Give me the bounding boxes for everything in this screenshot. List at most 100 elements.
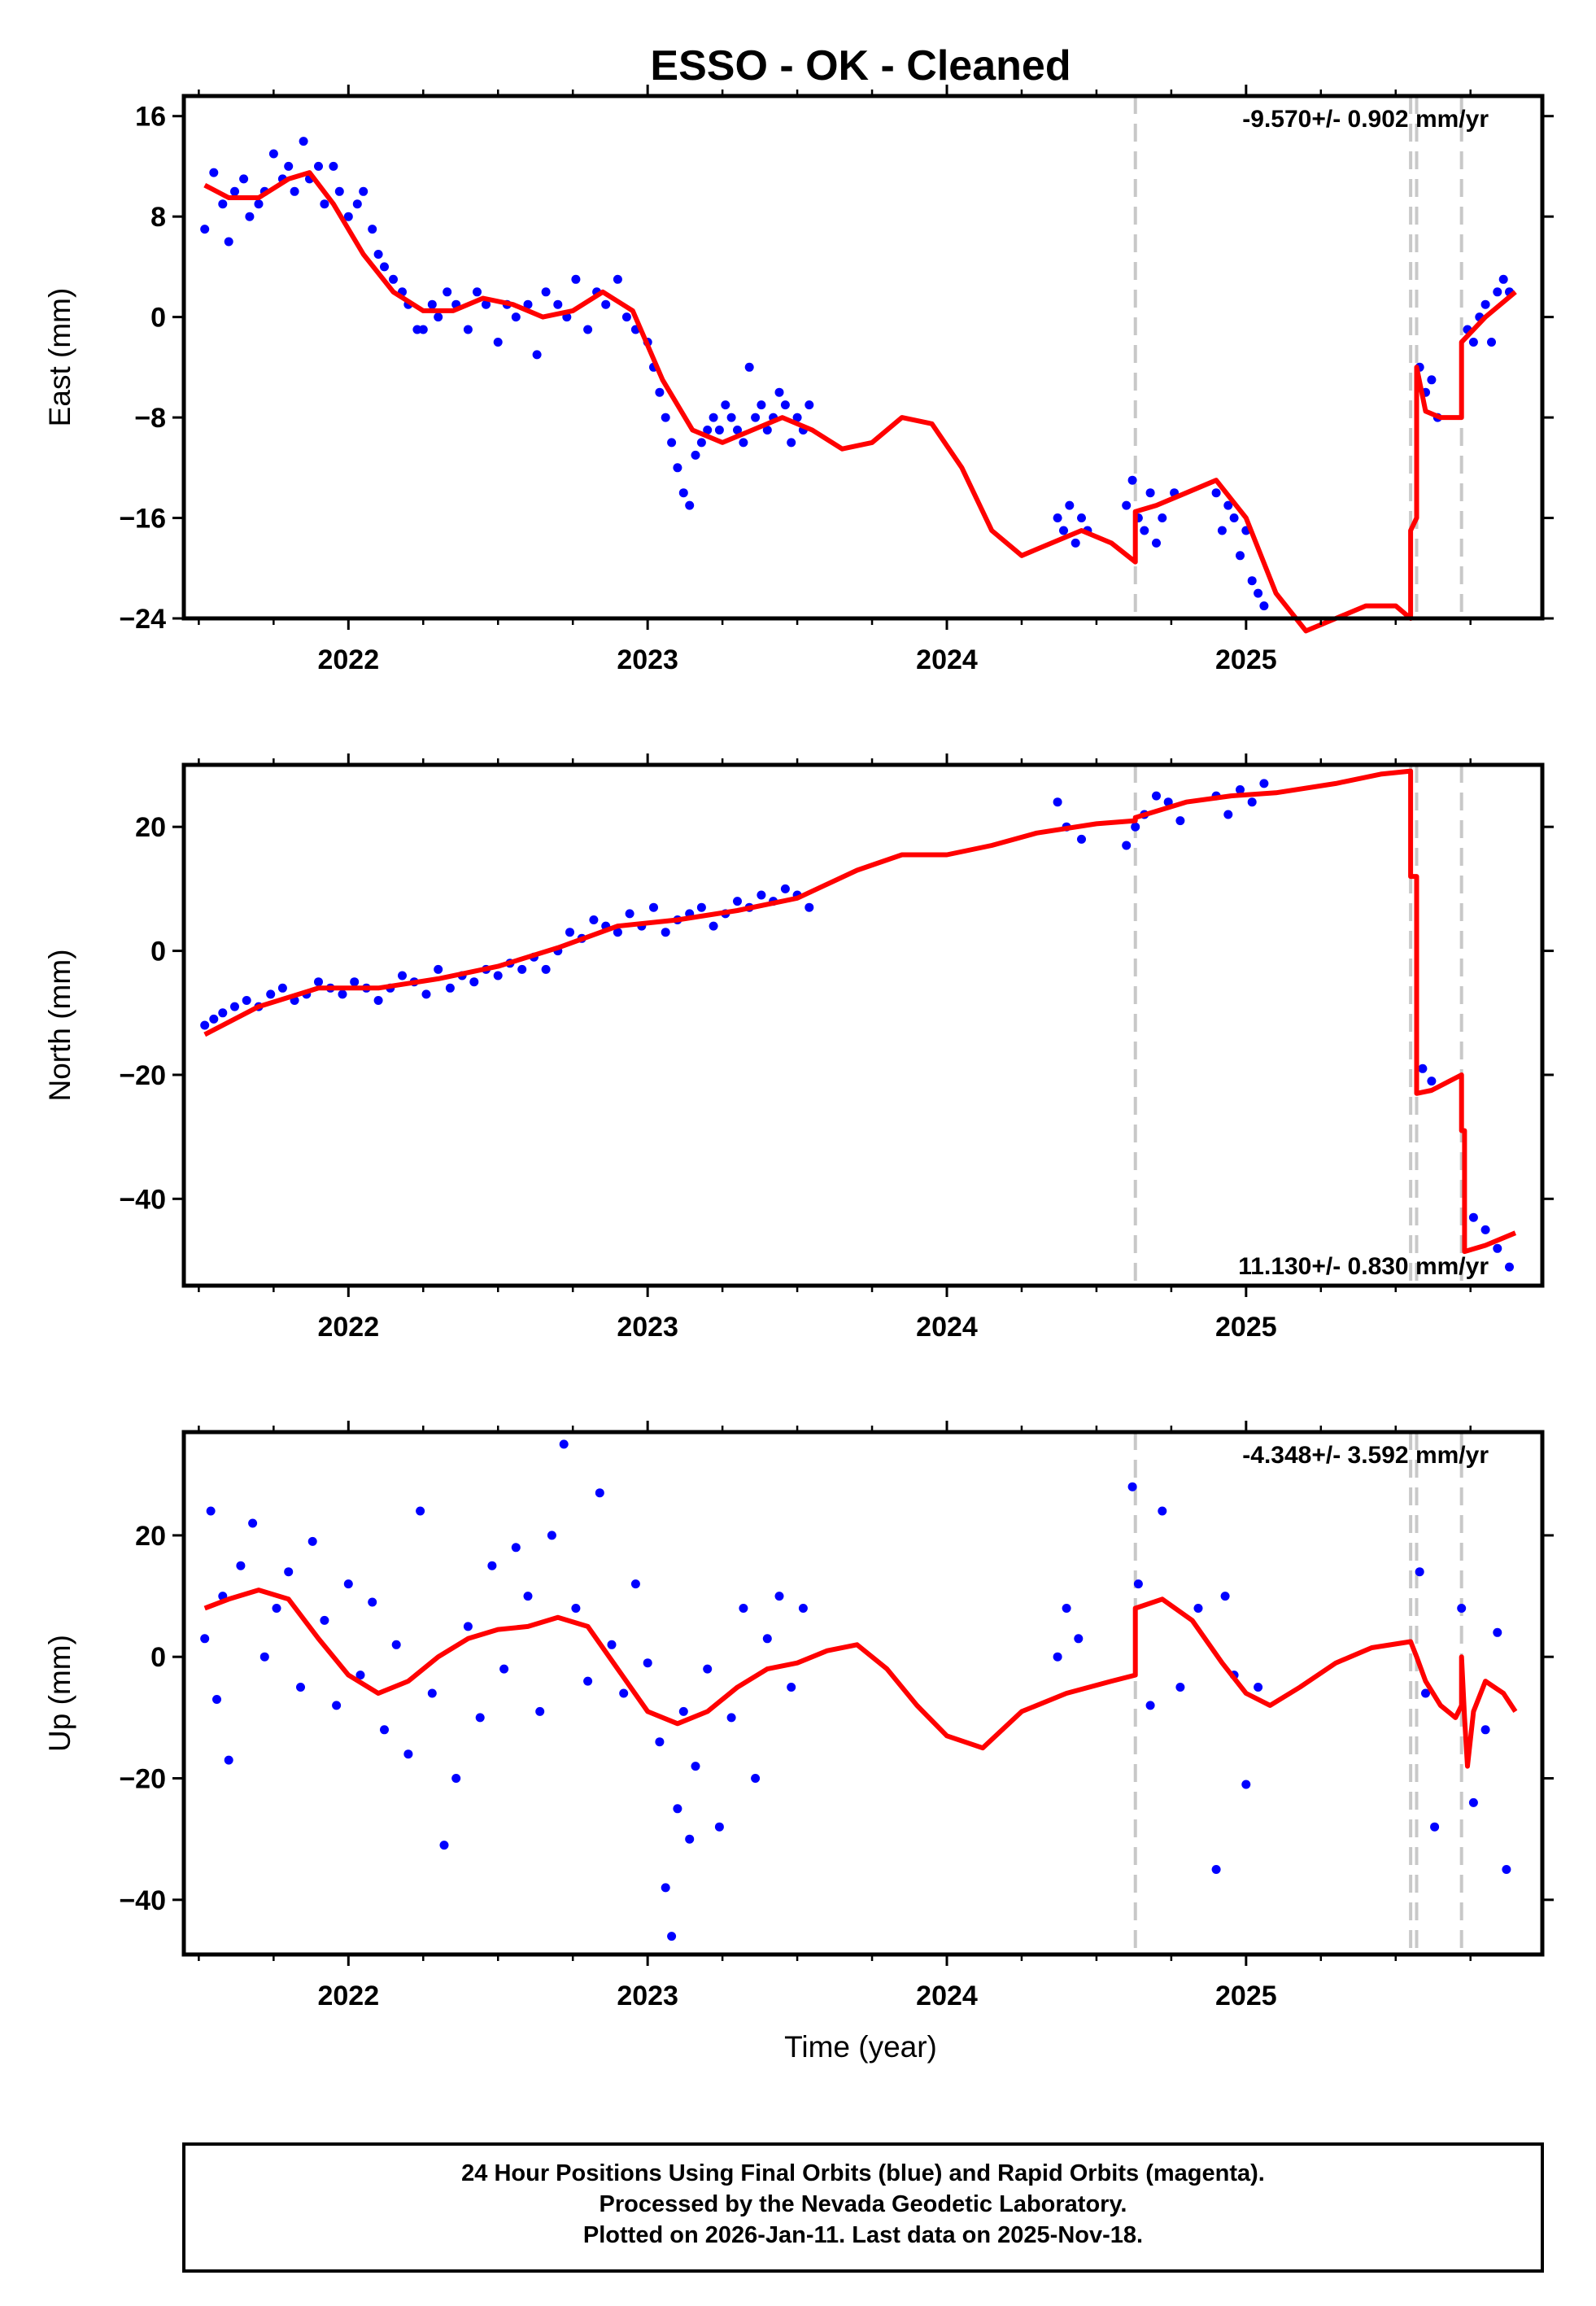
north-x-tick-label: 2022 [317,1312,379,1343]
east-data-point [805,400,814,410]
up-data-point [751,1774,761,1783]
up-data-point [332,1701,342,1710]
east-y-tick-label: −8 [134,403,166,434]
north-data-point [1247,797,1257,807]
east-data-point [473,287,482,297]
up-data-point [774,1592,784,1601]
up-data-point [787,1683,796,1692]
east-data-point [1152,538,1161,548]
east-data-point [780,400,790,410]
north-data-point [493,971,503,980]
up-data-point [667,1932,677,1941]
up-data-point [1254,1683,1263,1692]
north-x-tick-label: 2023 [617,1312,678,1343]
north-data-point [589,915,599,924]
up-data-point [739,1604,748,1613]
north-data-point [200,1020,210,1030]
east-data-point [334,186,344,196]
east-data-point [1140,526,1149,535]
north-data-point [434,964,443,974]
up-x-tick-label: 2025 [1215,1981,1277,2011]
up-data-point [655,1737,665,1747]
north-data-point [350,977,360,987]
up-data-point [661,1883,670,1893]
north-data-point [445,983,455,993]
caption-line-1: 24 Hour Positions Using Final Orbits (bl… [461,2160,1265,2186]
north-plot-frame [181,762,1545,1288]
up-data-point [236,1561,246,1570]
east-x-tick-label: 2022 [317,644,379,675]
caption-box [182,2142,1544,2273]
north-data-point [469,977,479,987]
north-data-point [541,964,551,974]
up-y-axis-label: Up (mm) [43,1635,76,1752]
up-data-point [1241,1780,1251,1789]
east-data-point [1468,338,1478,347]
east-data-point [739,438,748,448]
east-data-point [299,137,308,146]
up-data-point [535,1706,545,1716]
north-data-point [314,977,323,987]
north-y-tick-label: −20 [119,1060,166,1091]
east-data-point [418,325,428,334]
up-data-point [248,1518,258,1528]
up-data-point [511,1543,521,1553]
up-rate-label: -4.348+/- 3.592 mm/yr [1242,1442,1489,1469]
east-y-tick-label: 0 [150,303,166,334]
east-data-point [389,274,398,284]
east-data-point [733,426,742,435]
up-data-point [1145,1701,1155,1710]
north-data-point [757,890,766,900]
east-data-point [1217,526,1227,535]
up-data-point [559,1439,569,1449]
up-data-point [380,1725,389,1735]
north-data-point [1152,791,1161,801]
east-data-point [1480,299,1490,309]
east-data-point [1498,274,1508,284]
east-data-point [1254,588,1263,598]
up-data-point [685,1834,695,1844]
east-data-point [571,274,581,284]
east-data-point [541,287,551,297]
east-data-point [583,325,593,334]
up-data-point [439,1841,449,1850]
north-y-tick-label: −40 [119,1184,166,1215]
east-data-point [224,237,233,247]
up-data-point [798,1604,808,1613]
up-data-point [547,1531,556,1540]
north-x-tick-label: 2024 [916,1312,978,1343]
east-plot-frame [181,94,1545,621]
east-y-tick-label: 16 [135,102,166,133]
north-data-point [1053,797,1062,807]
north-data-point [1122,841,1132,850]
up-data-point [714,1822,724,1832]
figure-title: ESSO - OK - Cleaned [650,42,1071,90]
east-data-point [284,161,294,171]
up-data-point [224,1755,233,1765]
east-data-point [744,362,754,372]
east-y-tick-label: −24 [119,604,166,635]
up-data-point [1175,1683,1185,1692]
x-axis-label: Time (year) [784,2030,937,2064]
east-data-point [1493,287,1502,297]
up-model-line [203,1588,1518,1769]
up-x-tick-label: 2024 [916,1981,978,2011]
east-data-point [1053,513,1062,522]
caption-line-3: Plotted on 2026-Jan-11. Last data on 202… [583,2222,1143,2248]
east-data-point [245,212,255,221]
up-data-point [272,1604,281,1613]
east-x-tick-label: 2025 [1215,644,1277,675]
up-data-point [212,1695,221,1704]
north-model-line [203,768,1517,1255]
north-data-point [421,989,431,999]
east-data-point [463,325,473,334]
east-data-point [230,186,239,196]
north-x-tick-label: 2025 [1215,1312,1277,1343]
east-data-point [427,299,437,309]
east-data-point [621,312,631,322]
east-data-point [1236,551,1245,561]
east-data-point [685,500,695,510]
up-data-point [296,1683,305,1692]
up-data-point [607,1640,617,1649]
east-y-tick-label: −16 [119,504,166,535]
